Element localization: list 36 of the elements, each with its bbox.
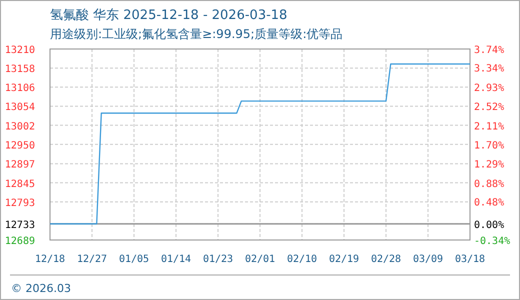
x-tick-label: 03/09 <box>412 254 444 265</box>
y-tick-label: 13158 <box>4 64 35 76</box>
y-tick-label: 13106 <box>4 83 35 94</box>
chart-subtitle: 用途级别:工业级;氟化氢含量≥:99.95;质量等级:优等品 <box>50 27 343 41</box>
x-tick-label: 02/01 <box>244 254 276 265</box>
x-tick-label: 02/28 <box>370 254 402 265</box>
text: © 2026.03 <box>11 282 71 295</box>
y2-tick-label: 2.52% <box>474 102 504 114</box>
y2-tick-label: 0.48% <box>474 198 504 209</box>
x-tick-label: 12/18 <box>34 254 66 265</box>
x-tick-label: 01/14 <box>160 254 192 265</box>
y2-tick-label: 0.00% <box>474 220 504 232</box>
y-tick-label: 12689 <box>4 236 35 247</box>
x-tick-label: 01/23 <box>202 254 234 265</box>
chart-title: 氢氟酸 华东 2025-12-18 - 2026-03-18 <box>50 8 288 23</box>
y2-tick-label: 2.93% <box>474 82 504 94</box>
x-tick-label: 12/27 <box>76 254 108 265</box>
y-tick-label: 13210 <box>4 45 35 56</box>
y-tick-label: 12793 <box>4 198 35 209</box>
y2-tick-label: 0.88% <box>474 178 504 190</box>
y-tick-label: 13002 <box>4 121 35 132</box>
y2-tick-label: 2.11% <box>474 121 504 132</box>
y2-tick-label: 3.74% <box>474 45 504 56</box>
y-tick-label: 13054 <box>4 102 35 114</box>
y2-tick-label: 1.29% <box>474 160 504 171</box>
y-tick-label: 12733 <box>4 220 35 231</box>
y-tick-label: 12845 <box>4 178 35 190</box>
x-tick-label: 03/18 <box>454 254 486 265</box>
y2-tick-label: -0.34% <box>474 236 510 247</box>
y2-tick-label: 1.70% <box>474 140 504 152</box>
y-tick-label: 12950 <box>4 140 35 152</box>
x-tick-label: 02/10 <box>286 254 318 265</box>
y-tick-label: 12897 <box>4 160 35 171</box>
x-tick-label: 02/19 <box>328 254 360 265</box>
x-tick-label: 01/05 <box>118 254 150 265</box>
y2-tick-label: 3.34% <box>474 64 504 75</box>
